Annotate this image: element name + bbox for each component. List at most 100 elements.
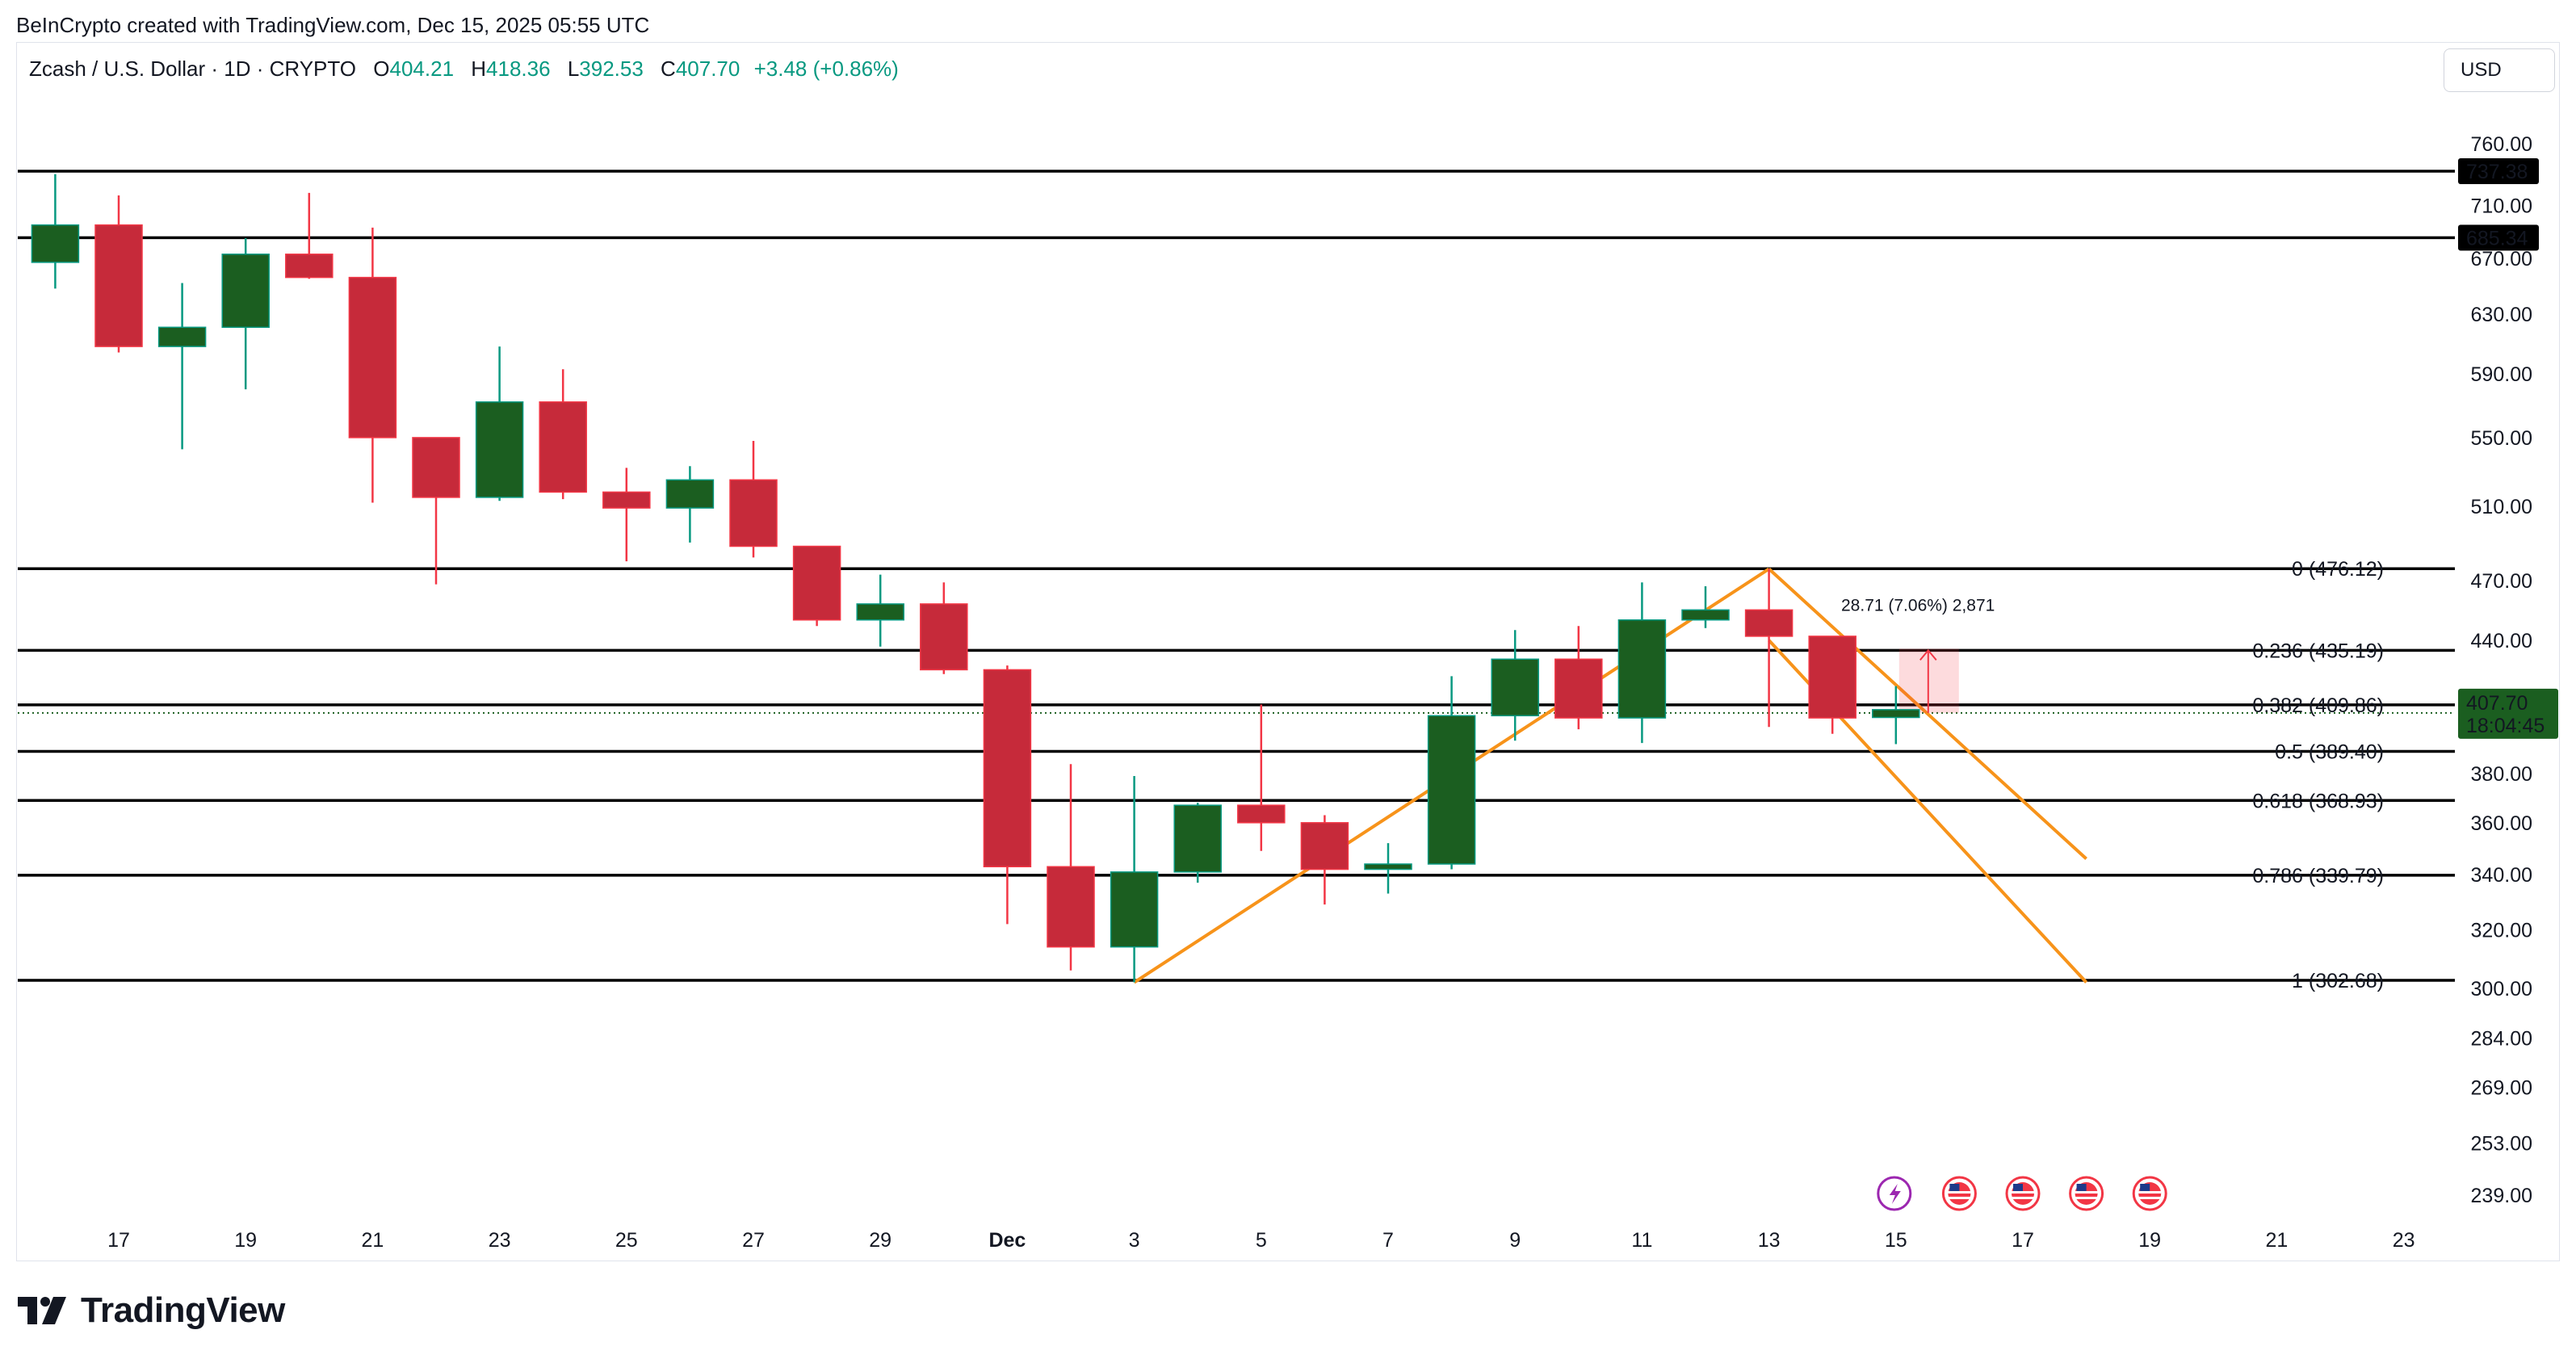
x-tick-label: 11 — [1631, 1229, 1652, 1252]
candle-body — [1808, 636, 1856, 719]
y-tick-label: 760.00 — [2471, 133, 2532, 156]
candle[interactable] — [412, 437, 460, 585]
high-label: H — [471, 57, 487, 81]
candle-body — [348, 276, 397, 438]
candle[interactable] — [348, 227, 397, 503]
y-tick-label: 630.00 — [2471, 304, 2532, 326]
x-tick-label: 17 — [107, 1229, 130, 1252]
x-tick-label: 15 — [1885, 1229, 1907, 1252]
y-tick-label: 239.00 — [2471, 1185, 2532, 1207]
candle[interactable] — [1237, 704, 1286, 851]
us-flag-event-icon[interactable] — [2132, 1176, 2167, 1211]
candle[interactable] — [1808, 636, 1856, 734]
channel-line[interactable] — [1768, 568, 2087, 860]
fib-level-label: 0.5 (389.40) — [2275, 740, 2384, 763]
flag-canton — [2076, 1184, 2087, 1191]
x-tick-label: 27 — [742, 1229, 765, 1252]
x-tick-label: 25 — [615, 1229, 638, 1252]
x-tick-label: 19 — [234, 1229, 257, 1252]
x-tick-label: Dec — [988, 1229, 1026, 1252]
candle[interactable] — [983, 665, 1032, 925]
candle[interactable] — [221, 237, 270, 390]
candle[interactable] — [539, 369, 587, 500]
channel-lines-group: 28.71 (7.06%) 2,871 — [1133, 567, 2088, 984]
candle-body — [1554, 658, 1603, 719]
y-tick-label: 670.00 — [2471, 248, 2532, 271]
us-flag-event-icon[interactable] — [1941, 1176, 1977, 1211]
change-value: +3.48 (+0.86%) — [753, 57, 899, 81]
flag-stripe — [1948, 1197, 1971, 1199]
current-price-tag — [2458, 688, 2558, 739]
candle-body — [856, 603, 904, 621]
x-tick-label: 29 — [869, 1229, 892, 1252]
x-tick-label: 21 — [2265, 1229, 2288, 1252]
resistance-price-label: 737.38 — [2466, 161, 2528, 183]
lightning-icon — [1889, 1184, 1901, 1204]
us-flag-event-icon[interactable] — [2005, 1176, 2041, 1211]
flag-stripe — [2075, 1197, 2098, 1199]
candle[interactable] — [157, 283, 207, 450]
flag-canton — [1949, 1184, 1960, 1191]
candle[interactable] — [1744, 568, 1794, 728]
candle[interactable] — [1617, 582, 1667, 744]
x-tick-label: 21 — [361, 1229, 384, 1252]
candle[interactable] — [1491, 630, 1539, 741]
candle[interactable] — [1681, 586, 1730, 628]
candle-body — [539, 401, 587, 493]
price-axis: 760.00 710.00 670.00 630.00 590.00 550.00 510.… — [2471, 133, 2532, 1207]
fib-level-label: 0.618 (368.93) — [2252, 790, 2384, 812]
y-tick-label: 440.00 — [2471, 630, 2532, 652]
earnings-event-icon[interactable] — [1877, 1176, 1912, 1211]
candle[interactable] — [602, 468, 651, 562]
flag-stripe — [2138, 1191, 2162, 1193]
candle[interactable] — [1110, 775, 1159, 983]
fib-retracement-group: 737.38 685.34 0 (476.12) 0.236 (435.19) 0.38… — [18, 158, 2558, 992]
candle[interactable] — [729, 441, 778, 558]
candle[interactable] — [1364, 843, 1412, 894]
candle-body — [602, 491, 651, 509]
candle[interactable] — [1554, 626, 1603, 730]
candle[interactable] — [1300, 815, 1349, 905]
flag-stripe — [2138, 1197, 2162, 1199]
x-tick-label: 5 — [1256, 1229, 1267, 1252]
x-tick-label: 23 — [489, 1229, 511, 1252]
candle[interactable] — [665, 466, 715, 543]
chart-frame — [16, 42, 2560, 1261]
close-label: C — [661, 57, 676, 81]
x-tick-label: 9 — [1509, 1229, 1521, 1252]
candle-body — [412, 437, 460, 498]
measure-arrow-head — [1919, 648, 1937, 661]
candle-body — [1872, 709, 1920, 719]
candle-body — [221, 254, 270, 329]
x-tick-label: 13 — [1758, 1229, 1781, 1252]
candle[interactable] — [1872, 686, 1920, 745]
events-row — [1877, 1176, 2167, 1211]
candle[interactable] — [792, 545, 841, 627]
currency-button[interactable]: USD — [2444, 48, 2555, 92]
candle-body — [1237, 804, 1286, 824]
candle[interactable] — [1047, 764, 1095, 971]
candle[interactable] — [94, 195, 143, 353]
candle-body — [1681, 609, 1730, 621]
candle[interactable] — [1427, 676, 1476, 870]
y-tick-label: 470.00 — [2471, 570, 2532, 593]
candle[interactable] — [1173, 803, 1222, 883]
flag-canton — [2013, 1184, 2023, 1191]
candle[interactable] — [920, 582, 968, 674]
x-tick-label: 3 — [1129, 1229, 1140, 1252]
candle[interactable] — [31, 174, 80, 289]
us-flag-event-icon[interactable] — [2069, 1176, 2104, 1211]
x-tick-label: 19 — [2138, 1229, 2161, 1252]
candle[interactable] — [475, 346, 524, 501]
y-tick-label: 710.00 — [2471, 195, 2532, 218]
candle[interactable] — [856, 574, 904, 647]
symbol-name[interactable]: Zcash / U.S. Dollar · 1D · CRYPTO — [29, 57, 357, 81]
candle-body — [729, 479, 778, 547]
symbol-header: Zcash / U.S. Dollar · 1D · CRYPTO O404.2… — [29, 57, 899, 82]
y-tick-label: 590.00 — [2471, 363, 2532, 386]
tradingview-logo-icon — [18, 1297, 66, 1324]
tradingview-logo[interactable]: TradingView — [18, 1290, 285, 1331]
candle-body — [1300, 822, 1349, 870]
candle[interactable] — [285, 192, 334, 279]
